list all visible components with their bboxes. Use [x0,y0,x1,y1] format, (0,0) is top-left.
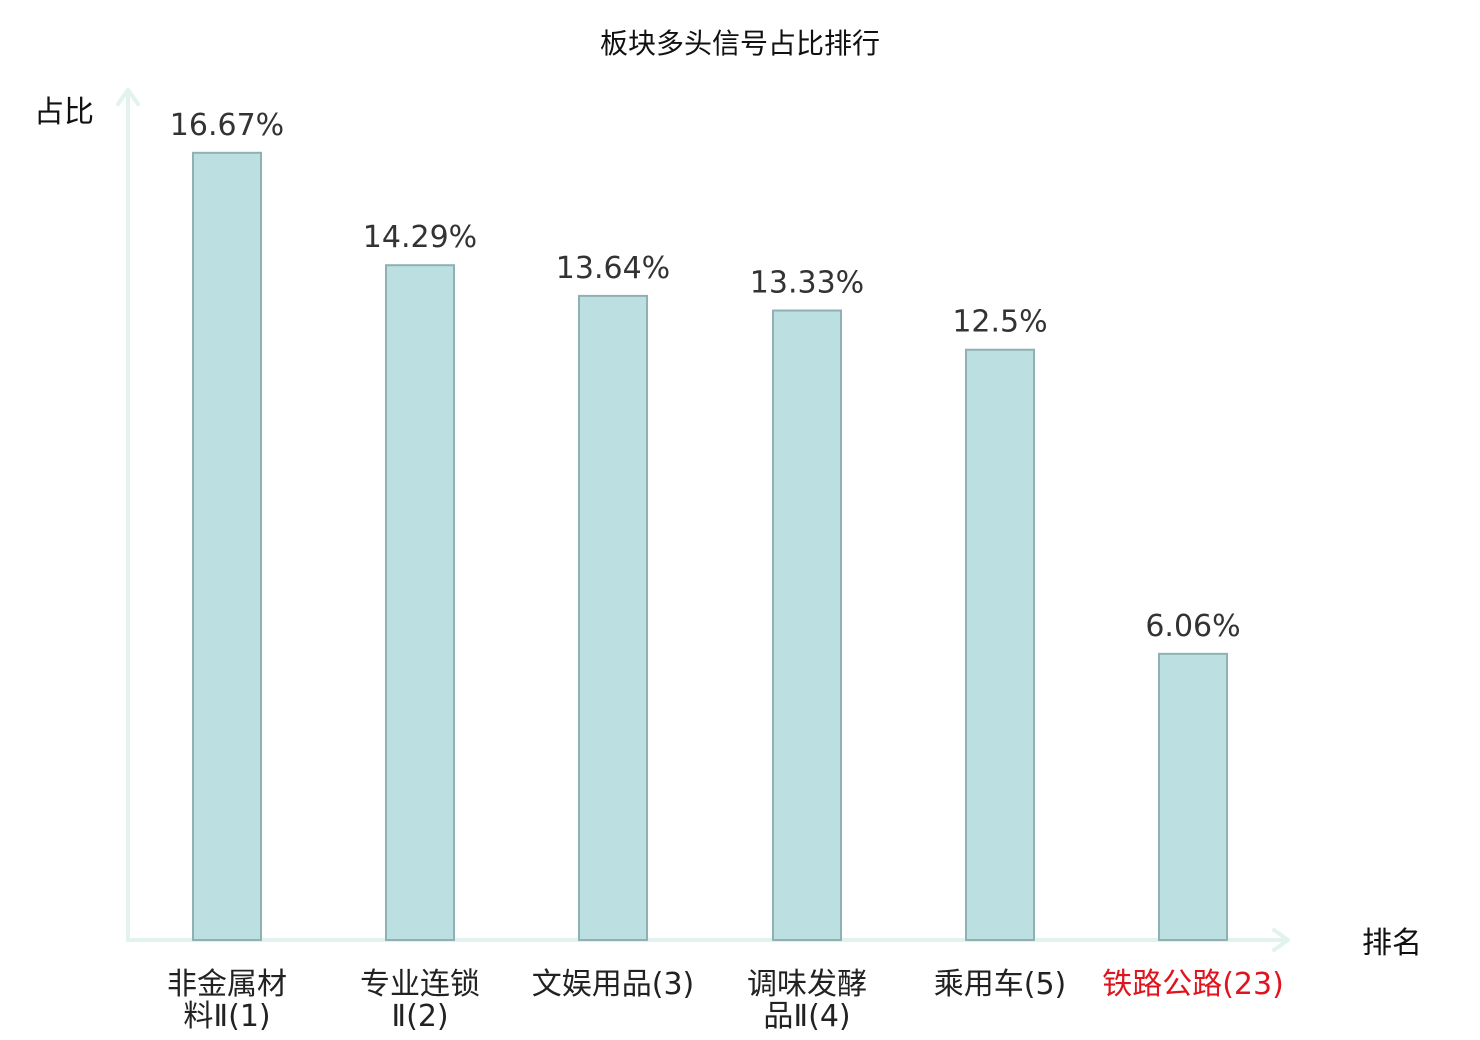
category-label-1: 非金属材料Ⅱ(1) [167,967,287,1034]
value-label-4: 13.33% [750,266,864,301]
category-label-4: 调味发酵品Ⅱ(4) [747,967,867,1034]
bars-group [192,151,1228,942]
bar-6 [1158,652,1228,941]
category-label-3: 文娱用品(3) [532,967,695,1002]
bar-5 [965,348,1035,941]
value-label-2: 14.29% [363,220,477,255]
category-labels-group: 非金属材料Ⅱ(1) 专业连锁 Ⅱ(2) 文娱用品(3) 调味发酵品Ⅱ(4) 乘用车(5) 铁… [167,967,1284,1034]
value-label-6: 6.06% [1145,609,1240,644]
y-axis-line [116,88,140,942]
bar-3 [578,294,648,941]
x-axis-line [126,928,1290,952]
bar-4 [772,309,842,941]
value-label-1: 16.67% [170,108,284,143]
category-label-2: 专业连锁 Ⅱ(2) [360,967,480,1034]
category-label-5: 乘用车(5) [934,967,1067,1002]
chart-title: 板块多头信号占比排行 [600,27,880,60]
bar-1 [192,151,262,942]
value-label-3: 13.64% [556,251,670,286]
x-axis-label: 排名 [1362,926,1422,961]
bar-2 [385,264,455,941]
value-labels-group: 16.67% 14.29% 13.64% 13.33% 12.5% 6.06% [170,108,1241,644]
y-axis-label: 占比 [34,95,94,130]
category-label-6: 铁路公路(23) [1102,967,1284,1002]
value-label-5: 12.5% [952,305,1047,340]
